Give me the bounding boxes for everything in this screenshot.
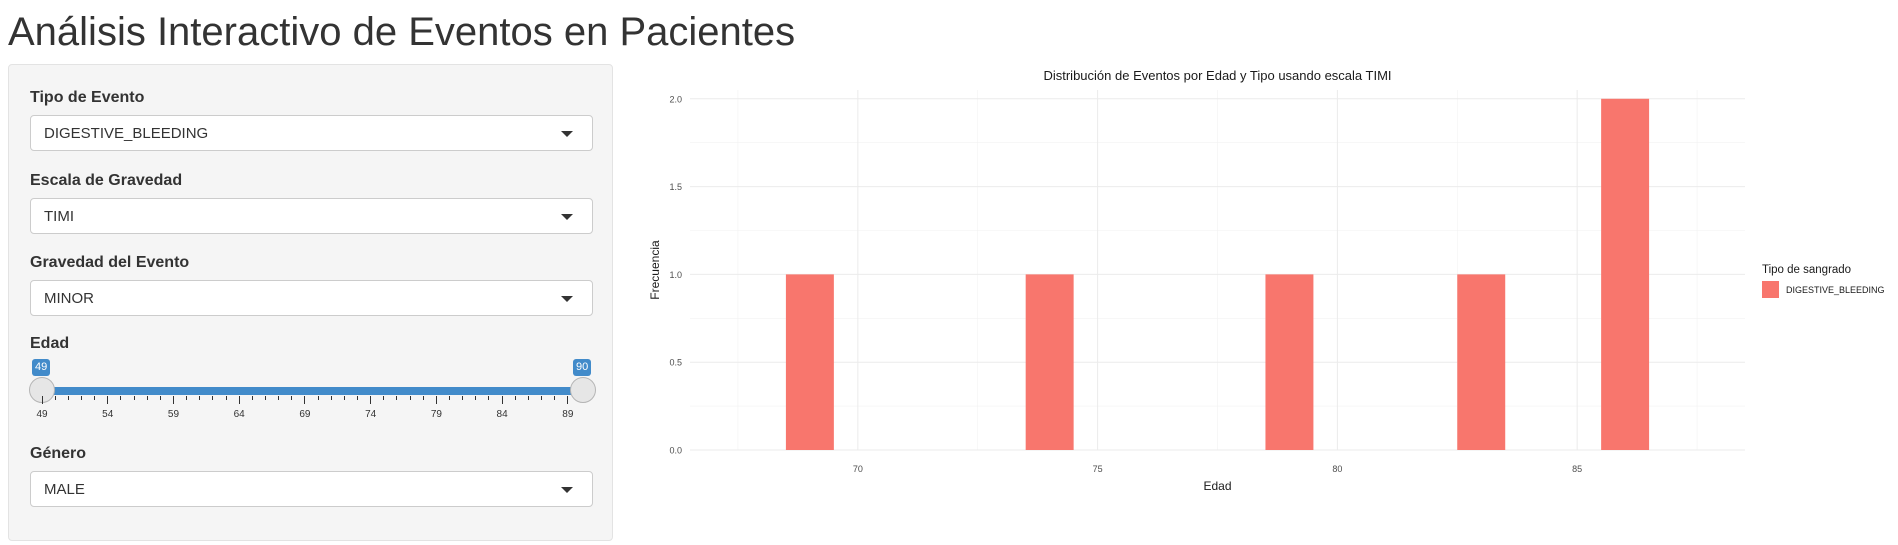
y-axis-label: Frecuencia bbox=[648, 240, 662, 300]
age-minor-tick bbox=[278, 396, 280, 400]
age-minor-tick bbox=[514, 396, 516, 400]
age-minor-tick bbox=[186, 396, 188, 400]
x-tick-label: 75 bbox=[1093, 464, 1103, 474]
gender-value: MALE bbox=[44, 481, 85, 498]
age-major-tick bbox=[304, 396, 306, 404]
age-minor-tick bbox=[330, 396, 332, 400]
age-minor-tick bbox=[264, 396, 266, 400]
age-minor-tick bbox=[541, 396, 543, 400]
chevron-down-icon bbox=[561, 487, 573, 493]
page-title: Análisis Interactivo de Eventos en Pacie… bbox=[8, 10, 796, 54]
age-tick-label: 89 bbox=[562, 409, 574, 420]
event-type-select[interactable]: DIGESTIVE_BLEEDING bbox=[30, 115, 593, 151]
bar bbox=[1265, 274, 1314, 450]
age-tick-label: 54 bbox=[102, 409, 114, 420]
scale-label: Escala de Gravedad bbox=[30, 172, 183, 189]
legend-title: Tipo de sangrado bbox=[1762, 264, 1851, 276]
age-minor-tick bbox=[317, 396, 319, 400]
bar-chart: 0.0 0.5 1.0 1.5 2.0 70 75 80 85 Distribución de E… bbox=[648, 68, 1885, 493]
age-minor-tick bbox=[357, 396, 358, 400]
age-minor-tick bbox=[251, 396, 253, 400]
age-major-tick bbox=[501, 396, 503, 404]
age-tick-label: 59 bbox=[167, 409, 180, 420]
age-minor-tick bbox=[120, 396, 122, 400]
age-major-tick bbox=[567, 396, 569, 404]
age-minor-tick bbox=[396, 396, 398, 400]
sidebar-panel: Tipo de Evento DIGESTIVE_BLEEDING Escala… bbox=[8, 64, 613, 541]
y-tick-label: 0.0 bbox=[669, 446, 682, 456]
age-tick-label: 79 bbox=[430, 409, 442, 420]
age-high-handle[interactable] bbox=[570, 377, 596, 403]
bar bbox=[1457, 274, 1506, 450]
age-minor-tick bbox=[54, 396, 56, 400]
severity-value: MINOR bbox=[44, 290, 94, 307]
event-type-label: Tipo de Evento bbox=[30, 89, 145, 106]
age-minor-tick bbox=[383, 396, 385, 400]
age-minor-tick bbox=[527, 396, 529, 400]
gender-label: Género bbox=[30, 445, 87, 462]
age-tick-label: 69 bbox=[299, 409, 311, 420]
age-minor-tick bbox=[554, 396, 556, 400]
bar bbox=[785, 274, 834, 450]
x-tick-label: 70 bbox=[853, 464, 863, 474]
event-type-value: DIGESTIVE_BLEEDING bbox=[44, 125, 209, 142]
x-axis-label: Edad bbox=[1203, 479, 1231, 493]
chart-title: Distribución de Eventos por Edad y Tipo … bbox=[1043, 68, 1391, 83]
y-tick-label: 1.5 bbox=[669, 182, 682, 192]
age-minor-tick bbox=[291, 396, 293, 400]
x-tick-label: 80 bbox=[1332, 464, 1342, 474]
age-minor-tick bbox=[199, 396, 201, 400]
age-minor-tick bbox=[146, 396, 148, 400]
age-major-tick bbox=[238, 396, 240, 404]
age-tick-label: 84 bbox=[496, 409, 508, 420]
severity-select[interactable]: MINOR bbox=[30, 280, 593, 316]
x-tick-label: 85 bbox=[1572, 464, 1582, 474]
age-major-tick bbox=[172, 396, 174, 404]
y-tick-label: 0.5 bbox=[669, 358, 682, 368]
age-major-tick bbox=[41, 396, 43, 404]
age-tick-label: 49 bbox=[36, 409, 48, 420]
chevron-down-icon bbox=[561, 131, 573, 137]
age-high-badge: 90 bbox=[573, 359, 592, 376]
age-minor-tick bbox=[159, 396, 161, 400]
age-minor-tick bbox=[475, 396, 477, 400]
age-minor-tick bbox=[67, 396, 69, 400]
age-minor-tick bbox=[449, 396, 451, 400]
age-minor-tick bbox=[80, 396, 82, 400]
legend-swatch bbox=[1762, 281, 1779, 298]
age-minor-tick bbox=[343, 396, 345, 400]
legend-label: DIGESTIVE_BLEEDING bbox=[1786, 285, 1885, 295]
y-tick-label: 2.0 bbox=[669, 94, 682, 104]
bar bbox=[1601, 98, 1650, 450]
gender-select[interactable]: MALE bbox=[30, 471, 593, 507]
age-major-tick bbox=[370, 396, 372, 404]
age-tick-label: 74 bbox=[365, 409, 377, 420]
age-minor-tick bbox=[94, 396, 96, 400]
severity-label: Gravedad del Evento bbox=[30, 254, 190, 271]
chevron-down-icon bbox=[561, 214, 573, 220]
scale-select[interactable]: TIMI bbox=[30, 198, 593, 234]
bar bbox=[1025, 274, 1074, 450]
age-minor-tick bbox=[409, 396, 411, 400]
age-tick-label: 64 bbox=[233, 409, 245, 420]
age-label: Edad bbox=[30, 335, 70, 352]
age-minor-tick bbox=[133, 396, 135, 400]
age-minor-tick bbox=[212, 396, 214, 400]
age-low-badge: 49 bbox=[32, 359, 51, 376]
y-tick-label: 1.0 bbox=[669, 270, 682, 280]
age-minor-tick bbox=[422, 396, 424, 400]
age-major-tick bbox=[435, 396, 437, 404]
age-minor-tick bbox=[488, 396, 490, 400]
age-major-tick bbox=[107, 396, 109, 404]
age-slider-track[interactable] bbox=[35, 387, 592, 395]
chevron-down-icon bbox=[561, 296, 573, 302]
scale-value: TIMI bbox=[44, 208, 74, 225]
age-minor-tick bbox=[225, 396, 227, 400]
age-minor-tick bbox=[462, 396, 464, 400]
